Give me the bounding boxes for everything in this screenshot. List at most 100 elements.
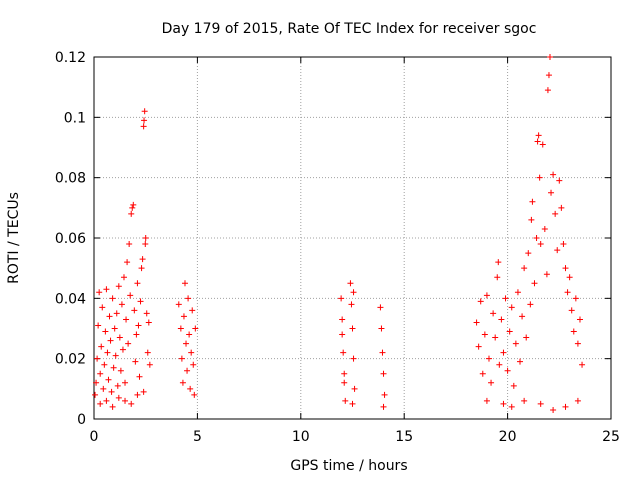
axis-ticks: 0 5 10 15 20 25 0 0.02 0.04 0.06 0.08 0.1 0.12 [55,50,620,445]
data-point [134,280,141,287]
data-point [94,355,101,362]
data-point [512,340,519,347]
data-point [127,292,134,299]
data-point [496,361,503,368]
data-point [517,358,524,365]
data-point [106,313,113,320]
data-points [92,54,586,413]
x-tick-label: 5 [193,429,202,445]
data-point [98,343,105,350]
data-point [115,283,122,290]
data-point [576,316,583,323]
data-point [97,370,104,377]
x-tick-label: 0 [90,429,99,445]
data-point [381,391,388,398]
y-tick-label: 0.06 [55,231,86,247]
data-point [187,385,194,392]
data-point [116,334,123,341]
data-point [570,328,577,335]
data-point [498,316,505,323]
data-point [552,210,559,217]
data-point [177,325,184,332]
data-point [533,235,540,241]
data-point [146,361,153,368]
data-point [506,328,513,335]
data-point [126,241,133,248]
data-point [539,141,546,148]
data-point [135,322,142,329]
data-point [490,310,497,317]
data-point [124,259,131,266]
data-point [175,301,182,308]
data-point [128,400,135,407]
data-point [378,325,385,332]
data-point [548,189,555,196]
y-tick-label: 0.02 [55,352,86,368]
data-point [558,204,565,211]
data-point [109,295,116,302]
data-point [117,367,124,374]
data-point [544,87,551,94]
y-tick-label: 0.08 [55,171,86,187]
data-point [554,247,561,254]
data-point [348,301,355,308]
data-point [545,72,552,79]
data-point [546,54,553,60]
data-point [139,256,146,263]
data-point [475,343,482,350]
data-point [142,235,149,241]
data-point [338,295,345,302]
data-point [379,349,386,356]
data-point [140,123,147,130]
grid-lines [94,57,611,419]
data-point [185,295,192,302]
data-point [347,280,354,287]
data-point [550,406,557,413]
data-point [96,289,103,296]
data-point [192,325,199,332]
data-point [181,280,188,287]
data-point [495,259,502,266]
data-point [380,403,387,410]
y-axis-label: ROTI / TECUs [6,192,22,284]
data-point [341,379,348,386]
data-point [125,340,132,347]
data-point [180,313,187,320]
y-tick-label: 0.04 [55,291,86,307]
data-point [95,322,102,329]
data-point [529,198,536,205]
data-point [339,331,346,338]
data-point [113,310,120,317]
data-point [339,316,346,323]
data-point [141,117,148,124]
data-point [521,265,528,272]
data-point [188,349,195,356]
data-point [122,379,129,386]
data-point [550,171,557,178]
data-point [144,349,151,356]
data-point [473,319,480,326]
data-point [349,325,356,332]
data-point [350,355,357,362]
data-point [481,331,488,338]
data-point [102,328,109,335]
data-point [536,174,543,181]
data-point [504,367,511,374]
data-point [350,289,357,296]
data-point [120,274,127,281]
data-point [101,361,108,368]
data-point [494,274,501,281]
data-point [103,397,110,404]
data-point [178,355,185,362]
data-point [531,280,538,287]
data-point [519,313,526,320]
x-tick-label: 20 [499,429,517,445]
data-point [138,265,145,272]
data-point [562,403,569,410]
data-point [479,370,486,377]
data-point [112,352,119,359]
data-point [521,397,528,404]
data-point [100,385,107,392]
data-point [108,388,115,395]
x-tick-label: 10 [292,429,310,445]
